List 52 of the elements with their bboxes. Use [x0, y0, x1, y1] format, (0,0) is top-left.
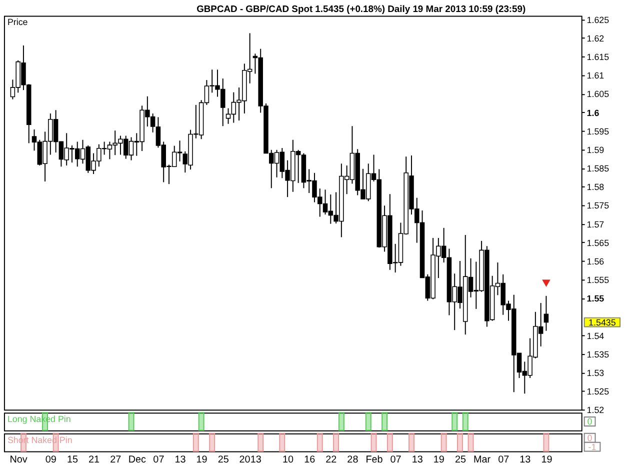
x-tick-label: 19	[541, 454, 553, 466]
y-tick-label: 1.52	[586, 405, 604, 416]
y-tick-label: 1.61	[586, 70, 604, 81]
x-tick-label: 07	[498, 454, 510, 466]
y-tick-label: 1.595	[586, 126, 610, 136]
x-tick-label: 13	[520, 454, 532, 466]
x-tick-label: 15	[66, 454, 78, 466]
x-tick-label: 2013	[239, 454, 262, 466]
x-tick-label: 10	[282, 454, 294, 466]
x-tick-label: 22	[326, 454, 338, 466]
x-tick-label: 16	[304, 454, 316, 466]
x-tick-label: Nov	[10, 454, 28, 466]
y-tick-label: 1.605	[586, 89, 610, 100]
y-tick-label: 1.55	[586, 294, 604, 304]
y-tick-label: 1.57	[586, 219, 604, 230]
x-tick-label: 13	[174, 454, 186, 466]
y-tick-label: 1.56	[586, 256, 604, 266]
x-tick-label: 25	[218, 454, 230, 466]
y-tick-label: 1.525	[586, 386, 610, 396]
x-tick-label: 07	[390, 454, 402, 466]
y-tick-label: 1.53	[586, 368, 604, 378]
x-tick-label: 21	[88, 454, 100, 466]
x-tick-label: 28	[347, 454, 359, 466]
y-tick-label: 1.555	[586, 275, 610, 286]
x-tick-label: 19	[433, 454, 445, 466]
text: 1.5435	[588, 317, 616, 328]
y-tick-label: 1.615	[586, 52, 610, 62]
x-tick-label: 13	[412, 454, 424, 466]
x-tick-label: Mar	[474, 454, 492, 466]
y-tick-label: 1.565	[586, 238, 610, 248]
x-tick-label: 25	[454, 454, 466, 466]
y-tick-label: 1.54	[586, 330, 604, 341]
candlestick	[544, 295, 549, 332]
chart-title: GBPCAD - GBP/CAD Spot 1.5435 (+0.18%) Daily 19 Mar 2013 10:59 (23:59)	[196, 3, 526, 14]
text: 0	[587, 432, 592, 443]
y-tick-label: 1.59	[586, 144, 604, 155]
text: 0	[587, 416, 592, 426]
x-tick-label: Dec	[128, 454, 146, 466]
text: -1	[588, 442, 596, 452]
y-tick-label: 1.6	[586, 108, 600, 118]
y-tick-label: 1.535	[586, 349, 610, 360]
x-tick-label: 09	[45, 454, 57, 466]
x-tick-label: 19	[196, 454, 208, 466]
y-axis-title: Price	[7, 17, 28, 28]
y-tick-label: 1.585	[586, 164, 610, 174]
x-tick-label: Feb	[366, 454, 384, 466]
y-tick-label: 1.575	[586, 200, 610, 211]
y-tick-label: 1.625	[586, 14, 610, 25]
x-tick-label: 07	[153, 454, 165, 466]
x-tick-label: 27	[110, 454, 122, 466]
y-tick-label: 1.62	[586, 34, 604, 44]
y-tick-label: 1.58	[586, 182, 604, 192]
